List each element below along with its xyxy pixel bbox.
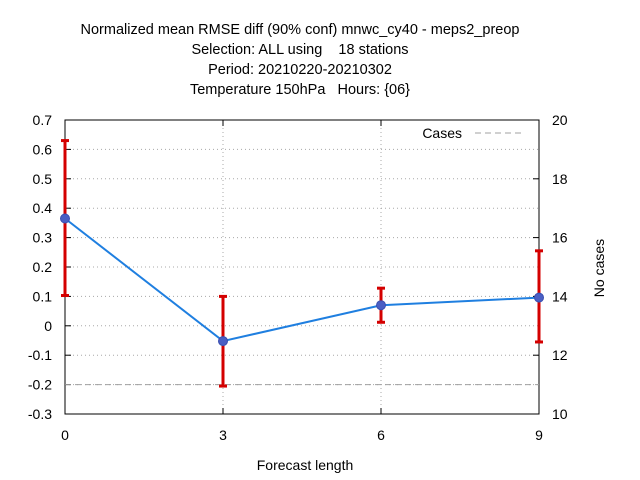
chart-title-line-2: Selection: ALL using 18 stations xyxy=(191,42,409,58)
y-tick-label: 0.4 xyxy=(33,200,53,216)
y-tick-label: 0.5 xyxy=(33,171,53,187)
chart-title-line-1: Normalized mean RMSE diff (90% conf) mnw… xyxy=(80,22,520,38)
y2-axis-label: No cases xyxy=(591,239,607,297)
y2-tick-label: 14 xyxy=(552,288,568,304)
y-tick-label: 0.6 xyxy=(33,141,53,157)
y-tick-label: 0.1 xyxy=(33,288,53,304)
y-tick-label: 0.7 xyxy=(33,112,53,128)
y2-tick-label: 12 xyxy=(552,347,568,363)
x-tick-label: 3 xyxy=(219,427,227,443)
x-tick-label: 6 xyxy=(377,427,385,443)
data-point xyxy=(218,336,228,347)
y2-tick-label: 20 xyxy=(552,112,568,128)
y2-tick-label: 16 xyxy=(552,230,568,246)
data-point xyxy=(60,213,70,224)
x-tick-label: 9 xyxy=(535,427,543,443)
y-tick-label: -0.1 xyxy=(28,347,52,363)
y-tick-label: 0 xyxy=(44,318,52,334)
chart-title-line-4: Temperature 150hPa Hours: {06} xyxy=(189,82,411,98)
legend-cases-label: Cases xyxy=(422,125,462,141)
rmse-diff-line xyxy=(64,217,540,343)
data-point xyxy=(376,300,386,311)
y-tick-label: -0.2 xyxy=(28,377,52,393)
x-tick-label: 0 xyxy=(61,427,69,443)
y2-tick-label: 10 xyxy=(552,406,568,422)
y-tick-label: 0.3 xyxy=(33,230,53,246)
x-axis-label: Forecast length xyxy=(257,457,354,473)
data-point xyxy=(534,292,544,303)
y-tick-label: -0.3 xyxy=(28,406,52,422)
y-tick-label: 0.2 xyxy=(33,259,53,275)
y2-tick-label: 18 xyxy=(552,171,568,187)
chart-title-line-3: Period: 20210220-20210302 xyxy=(208,62,392,78)
